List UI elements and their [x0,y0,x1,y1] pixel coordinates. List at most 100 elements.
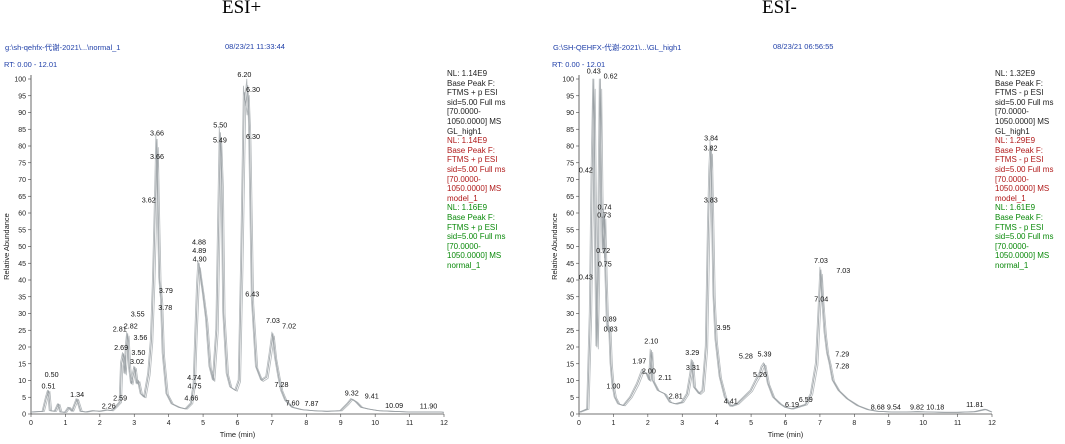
info-line: FTMS + p ESI [447,88,498,98]
y-tick-label: 70 [566,177,574,184]
datetime-esi-pos: 08/23/21 11:33:44 [225,42,285,51]
y-tick-label: 60 [18,211,26,218]
y-tick-label: 20 [18,345,26,352]
x-tick-label: 12 [988,420,996,427]
info-line: [70.0000- [447,107,481,117]
peak-label: 0.43 [579,273,593,282]
peak-label: 2.00 [642,366,656,375]
peak-label: 7.03 [814,256,828,265]
y-tick-label: 30 [566,311,574,318]
peak-label: 2.59 [113,393,127,402]
y-tick-label: 10 [566,378,574,385]
peak-label: 3.66 [150,152,164,161]
peak-label: 0.72 [596,246,610,255]
chart-title-esi-pos: ESI+ [222,0,262,18]
y-tick-label: 45 [566,261,574,268]
peak-label: 4.89 [192,246,206,255]
info-line: NL: 1.14E9 [447,69,488,78]
info-line: NL: 1.16E9 [447,203,488,213]
peak-label: 0.83 [604,325,618,334]
x-tick-label: 3 [132,420,136,427]
peak-label: 7.28 [275,380,289,389]
y-tick-label: 35 [18,294,26,301]
info-line: GL_high1 [995,126,1030,136]
info-line: model_1 [995,193,1026,203]
y-tick-label: 95 [566,93,574,100]
peak-label: 3.56 [133,333,147,342]
x-tick-label: 1 [63,420,67,427]
chromatogram-trace [578,78,992,413]
peak-label: 0.50 [45,370,59,379]
y-tick-label: 55 [18,227,26,234]
info-line: Base Peak F: [995,145,1044,155]
info-line: Base Peak F: [447,145,496,155]
peak-label: 0.62 [604,72,618,81]
peak-label: 3.31 [686,363,700,372]
peak-label: 6.59 [799,395,813,404]
x-tick-label: 7 [818,420,822,427]
info-line: sid=5.00 Full ms [447,164,506,174]
peak-label: 3.66 [150,129,164,138]
x-tick-label: 8 [852,420,856,427]
peak-label: 3.29 [685,348,699,357]
y-tick-label: 40 [566,278,574,285]
y-tick-label: 15 [566,361,574,368]
y-tick-label: 30 [18,311,26,318]
peak-label: 0.89 [603,315,617,324]
x-tick-label: 0 [29,420,33,427]
peak-label: 3.79 [159,286,173,295]
peak-label: 0.74 [597,202,611,211]
info-line: sid=5.00 Full ms [995,97,1054,107]
chart-title-esi-neg: ESI- [762,0,797,18]
rt-range-esi-pos: RT: 0.00 - 12.01 [4,60,58,69]
peak-label: 2.81 [113,325,127,334]
peak-label: 3.78 [158,303,172,312]
info-line: NL: 1.29E9 [995,136,1036,146]
y-tick-label: 85 [18,127,26,134]
x-tick-label: 5 [749,420,753,427]
peak-label: 3.84 [704,134,718,143]
info-line: normal_1 [447,260,481,270]
x-tick-label: 4 [167,420,171,427]
peak-label: 3.82 [703,144,717,153]
peak-label: 5.28 [739,351,753,360]
info-line: NL: 1.32E9 [995,69,1036,78]
y-tick-label: 75 [18,160,26,167]
peak-label: 4.88 [192,238,206,247]
x-tick-label: 9 [339,420,343,427]
info-line: Base Peak F: [995,78,1044,88]
peak-label: 2.10 [644,336,658,345]
y-tick-label: 100 [14,77,26,84]
y-tick-label: 5 [22,395,26,402]
y-tick-label: 25 [566,328,574,335]
peak-label: 5.50 [213,120,227,129]
peak-label: 7.03 [266,316,280,325]
y-tick-label: 80 [566,144,574,151]
rt-range-esi-neg: RT: 0.00 - 12.01 [552,60,606,69]
info-line: 1050.0000] MS [447,184,502,194]
y-tick-label: 35 [566,294,574,301]
info-line: 1050.0000] MS [995,251,1050,261]
info-line: model_1 [447,193,478,203]
y-tick-label: 25 [18,328,26,335]
y-tick-label: 0 [570,412,574,419]
peak-label: 0.42 [579,165,593,174]
peak-label: 6.43 [245,289,259,298]
y-tick-label: 15 [18,361,26,368]
x-tick-label: 1 [611,420,615,427]
x-tick-label: 7 [270,420,274,427]
info-line: [70.0000- [447,174,481,184]
peak-label: 1.34 [70,390,84,399]
y-tick-label: 65 [566,194,574,201]
x-axis-label: Time (min) [220,430,256,439]
y-tick-label: 10 [18,378,26,385]
y-tick-label: 100 [562,77,574,84]
info-line: FTMS - p ESI [995,155,1044,165]
y-tick-label: 20 [566,345,574,352]
peak-label: 7.03 [836,266,850,275]
info-line: normal_1 [995,260,1029,270]
legend-info-esi-neg: NL: 1.32E9 Base Peak F: FTMS - p ESI sid=5.… [995,69,1053,270]
info-line: 1050.0000] MS [447,116,502,126]
info-line: [70.0000- [995,107,1029,117]
